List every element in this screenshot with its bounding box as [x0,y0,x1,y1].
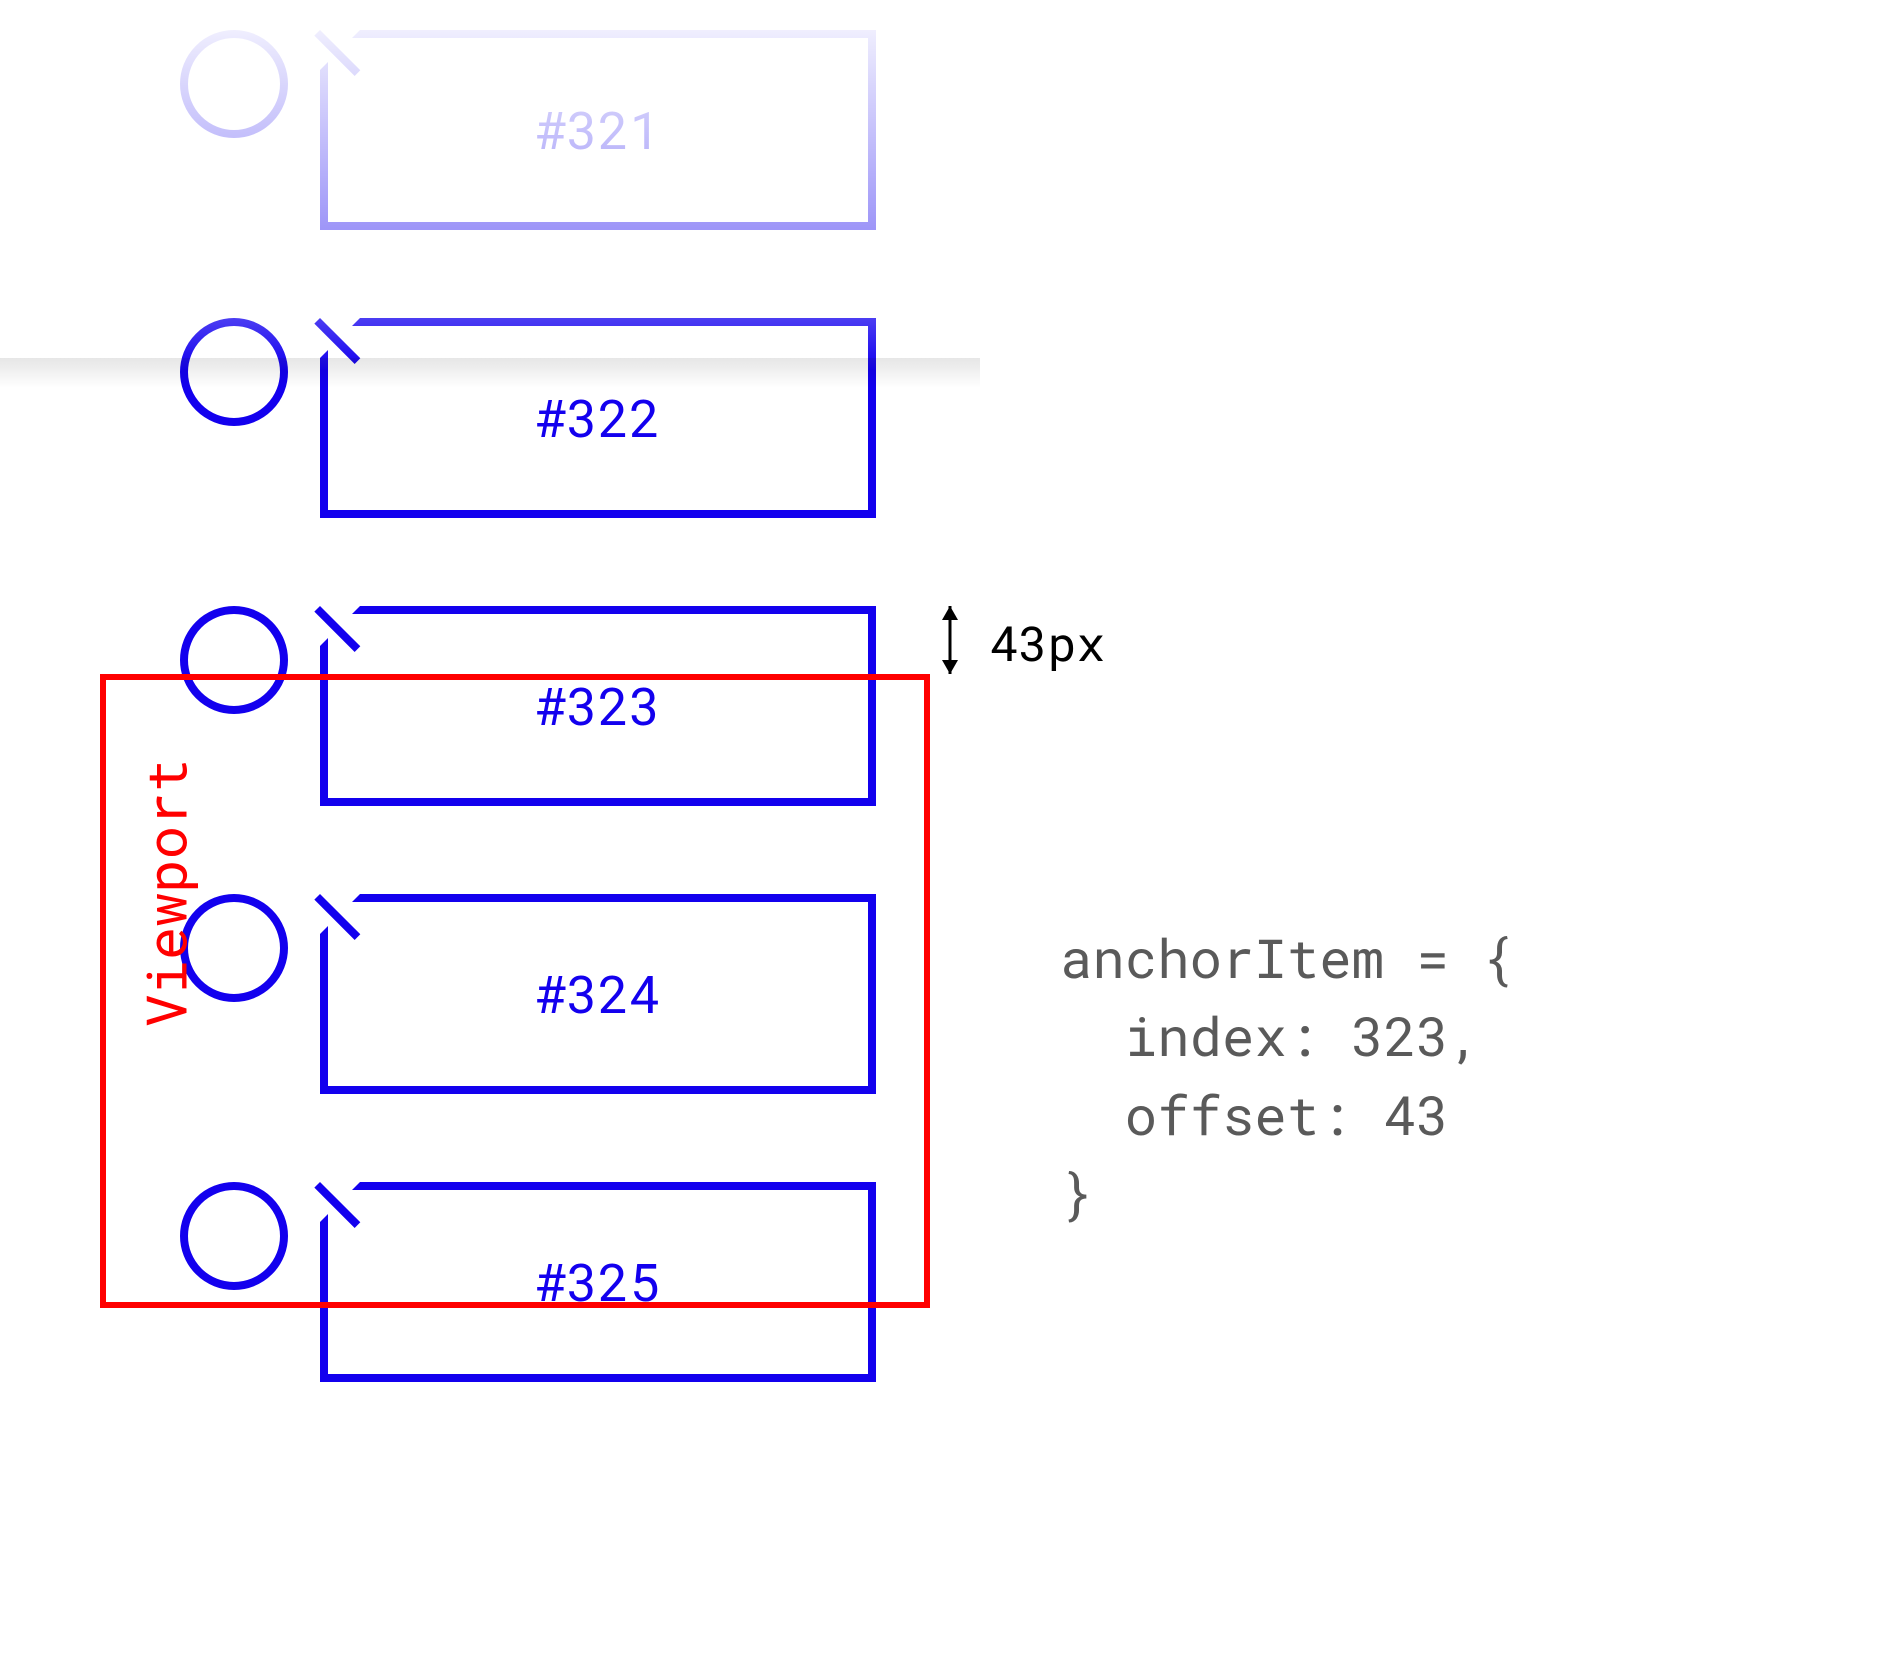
item-id-label: #321 [536,96,661,164]
viewport-rectangle [100,674,930,1308]
message-bubble: #322 [320,318,876,518]
viewport-label: Viewport [128,758,202,1027]
message-bubble: #321 [320,30,876,230]
diagram-stage: #321#322#323#324#325 Viewport 43px ancho… [0,0,1896,1654]
offset-label: 43px [990,612,1105,675]
offset-arrow-icon [930,592,970,688]
avatar-circle-icon [180,318,288,426]
avatar-circle-icon [180,30,288,138]
anchor-item-code: anchorItem = { index: 323, offset: 43 } [1060,918,1514,1231]
item-id-label: #322 [536,384,661,452]
